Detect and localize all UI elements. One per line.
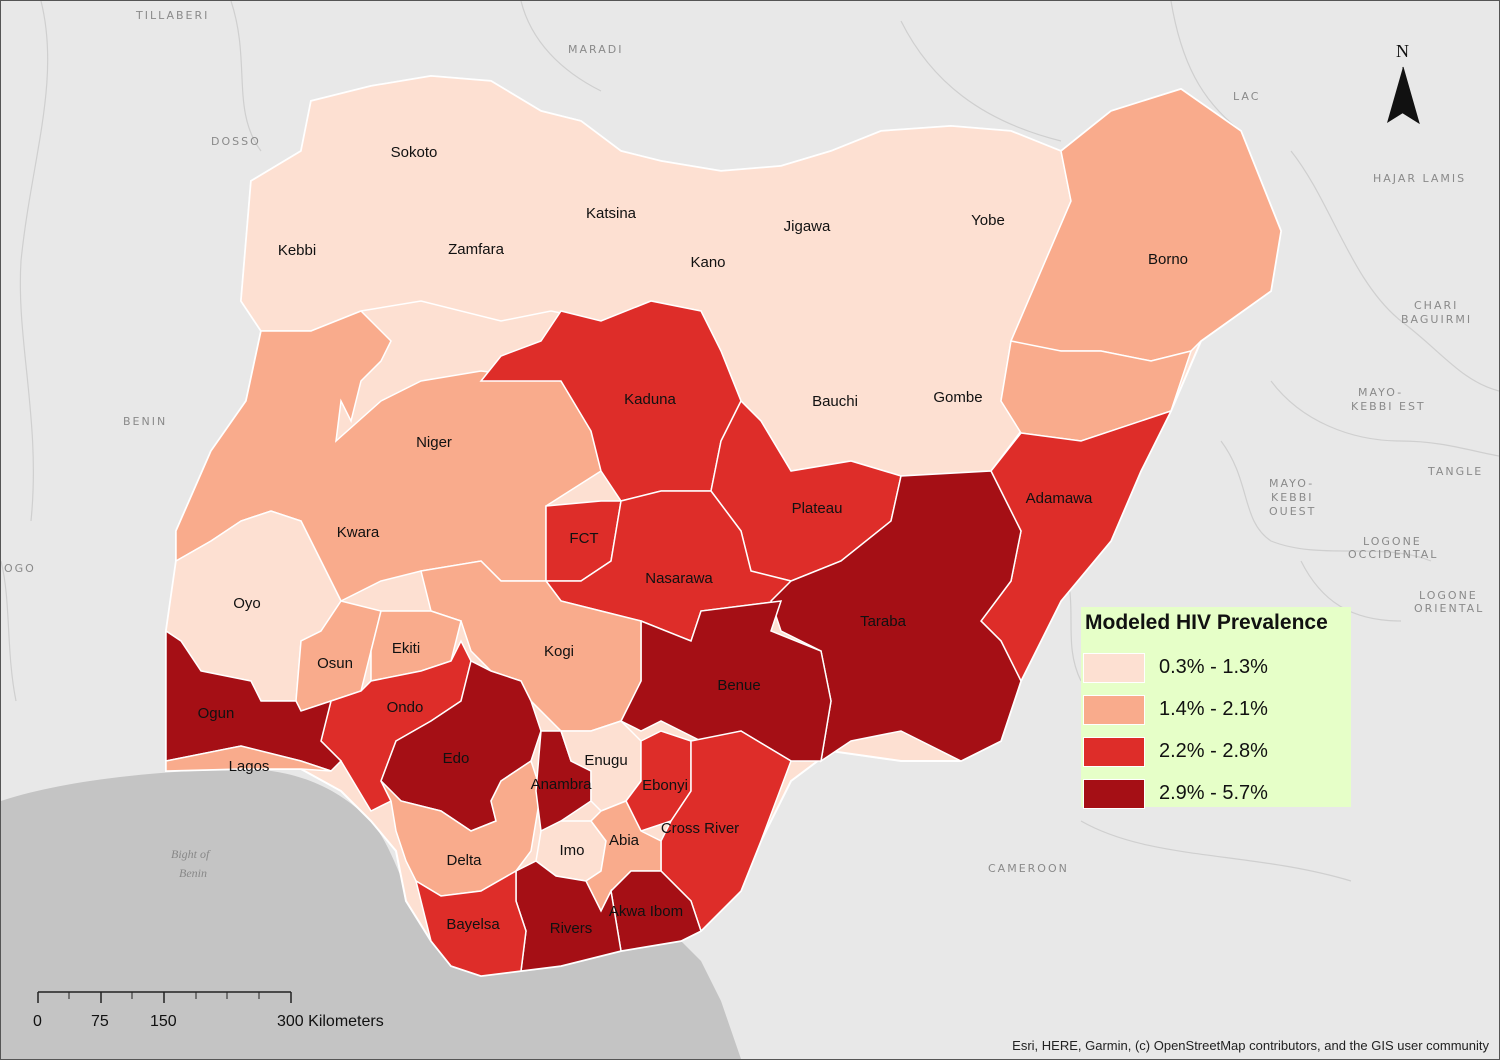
legend-title: Modeled HIV Prevalence xyxy=(1085,611,1328,634)
label-logone-or-2: ORIENTAL xyxy=(1414,602,1484,615)
attribution: Esri, HERE, Garmin, (c) OpenStreetMap co… xyxy=(1012,1038,1489,1053)
legend-item: 1.4% - 2.1% xyxy=(1083,695,1349,725)
state-label-nasarawa: Nasarawa xyxy=(645,570,713,587)
label-tillaberi: TILLABERI xyxy=(135,9,209,22)
state-label-taraba: Taraba xyxy=(860,613,907,630)
state-shape-borno-south[interactable] xyxy=(1000,340,1193,442)
state-label-kaduna: Kaduna xyxy=(624,391,676,408)
state-label-sokoto: Sokoto xyxy=(391,144,438,161)
label-bight-2: Benin xyxy=(179,866,207,880)
state-label-bauchi: Bauchi xyxy=(812,393,858,410)
state-shape-lagos[interactable] xyxy=(165,745,332,772)
state-label-ekiti: Ekiti xyxy=(392,640,420,657)
state-label-fct: FCT xyxy=(569,530,598,547)
scale-tick-0: 0 xyxy=(33,1013,42,1030)
state-label-delta: Delta xyxy=(446,852,482,869)
legend-label: 2.9% - 5.7% xyxy=(1159,782,1268,804)
legend-item: 2.2% - 2.8% xyxy=(1083,737,1349,767)
legend-swatch xyxy=(1083,737,1145,767)
background-boundaries xyxy=(1,1,1499,882)
north-arrow-icon xyxy=(1387,66,1420,125)
legend-item: 0.3% - 1.3% xyxy=(1083,653,1349,683)
legend-swatch xyxy=(1083,653,1145,683)
state-shape-taraba[interactable] xyxy=(770,470,1022,763)
state-label-edo: Edo xyxy=(443,750,470,767)
state-label-jigawa: Jigawa xyxy=(784,218,831,235)
label-cameroon: CAMEROON xyxy=(988,862,1069,875)
state-label-akwa-ibom: Akwa Ibom xyxy=(609,903,683,920)
label-lac: LAC xyxy=(1233,90,1260,103)
label-togo: OGO xyxy=(4,562,36,575)
label-mayo-kebbi-est-1: MAYO- xyxy=(1358,386,1403,399)
state-label-osun: Osun xyxy=(317,655,353,672)
state-label-niger: Niger xyxy=(416,434,452,451)
label-bight-1: Bight of xyxy=(171,847,211,861)
scale-tick-300: 300 Kilometers xyxy=(277,1013,384,1030)
state-label-ogun: Ogun xyxy=(198,705,235,722)
state-label-yobe: Yobe xyxy=(971,212,1005,229)
state-label-borno: Borno xyxy=(1148,251,1188,268)
legend-item: 2.9% - 5.7% xyxy=(1083,779,1349,809)
legend-label: 2.2% - 2.8% xyxy=(1159,740,1268,762)
state-label-gombe: Gombe xyxy=(933,389,982,406)
label-logone-occ-1: LOGONE xyxy=(1363,535,1422,548)
state-shape-bayelsa[interactable] xyxy=(414,869,527,977)
legend-label: 1.4% - 2.1% xyxy=(1159,698,1268,720)
scale-bar: 0 75 150 300 Kilometers xyxy=(33,991,437,1031)
legend: Modeled HIV Prevalence 0.3% - 1.3% 1.4% … xyxy=(1081,607,1351,809)
label-dosso: DOSSO xyxy=(211,135,261,148)
scale-tick-75: 75 xyxy=(91,1013,109,1030)
label-logone-or-1: LOGONE xyxy=(1419,589,1478,602)
state-label-rivers: Rivers xyxy=(550,920,593,937)
label-mayo-kebbi-ouest-2: KEBBI xyxy=(1271,491,1314,504)
legend-swatch xyxy=(1083,779,1145,809)
state-label-cross-river: Cross River xyxy=(661,820,739,837)
state-label-oyo: Oyo xyxy=(233,595,261,612)
state-label-lagos: Lagos xyxy=(229,758,270,775)
ocean xyxy=(1,769,741,1059)
legend-label: 0.3% - 1.3% xyxy=(1159,656,1268,678)
scale-tick-150: 150 xyxy=(150,1013,177,1030)
state-label-plateau: Plateau xyxy=(792,500,843,517)
state-label-zamfara: Zamfara xyxy=(448,241,505,258)
label-mayo-kebbi-est-2: KEBBI EST xyxy=(1351,400,1426,413)
state-label-kebbi: Kebbi xyxy=(278,242,316,259)
north-arrow: N xyxy=(1381,41,1425,131)
state-label-adamawa: Adamawa xyxy=(1026,490,1093,507)
label-hajar-lamis: HAJAR LAMIS xyxy=(1373,172,1466,185)
state-label-kwara: Kwara xyxy=(337,524,380,541)
scale-bar-line xyxy=(37,991,292,1003)
label-mayo-kebbi-ouest-1: MAYO- xyxy=(1269,477,1314,490)
label-logone-occ-2: OCCIDENTAL xyxy=(1348,548,1438,561)
label-mayo-kebbi-ouest-3: OUEST xyxy=(1269,505,1316,518)
label-benin: BENIN xyxy=(123,415,167,428)
label-maradi: MARADI xyxy=(568,43,623,56)
state-label-ondo: Ondo xyxy=(387,699,424,716)
state-labels: Sokoto Kebbi Zamfara Katsina Kano Jigawa Yobe B… xyxy=(198,144,1188,937)
label-baguirmi: BAGUIRMI xyxy=(1401,313,1472,326)
state-label-abia: Abia xyxy=(609,832,640,849)
state-label-enugu: Enugu xyxy=(584,752,627,769)
state-label-bayelsa: Bayelsa xyxy=(446,916,500,933)
state-label-ebonyi: Ebonyi xyxy=(642,777,688,794)
legend-swatch xyxy=(1083,695,1145,725)
state-label-kogi: Kogi xyxy=(544,643,574,660)
state-label-katsina: Katsina xyxy=(586,205,637,222)
state-label-anambra: Anambra xyxy=(531,776,593,793)
state-shape-delta[interactable] xyxy=(380,759,542,897)
state-label-benue: Benue xyxy=(717,677,760,694)
label-tangle: TANGLE xyxy=(1427,465,1483,478)
state-shape-benue[interactable] xyxy=(619,600,832,762)
state-shape-akwa-ibom[interactable] xyxy=(610,870,702,952)
state-label-kano: Kano xyxy=(690,254,725,271)
north-letter: N xyxy=(1396,41,1409,61)
state-label-imo: Imo xyxy=(559,842,584,859)
label-chari: CHARI xyxy=(1414,299,1458,312)
